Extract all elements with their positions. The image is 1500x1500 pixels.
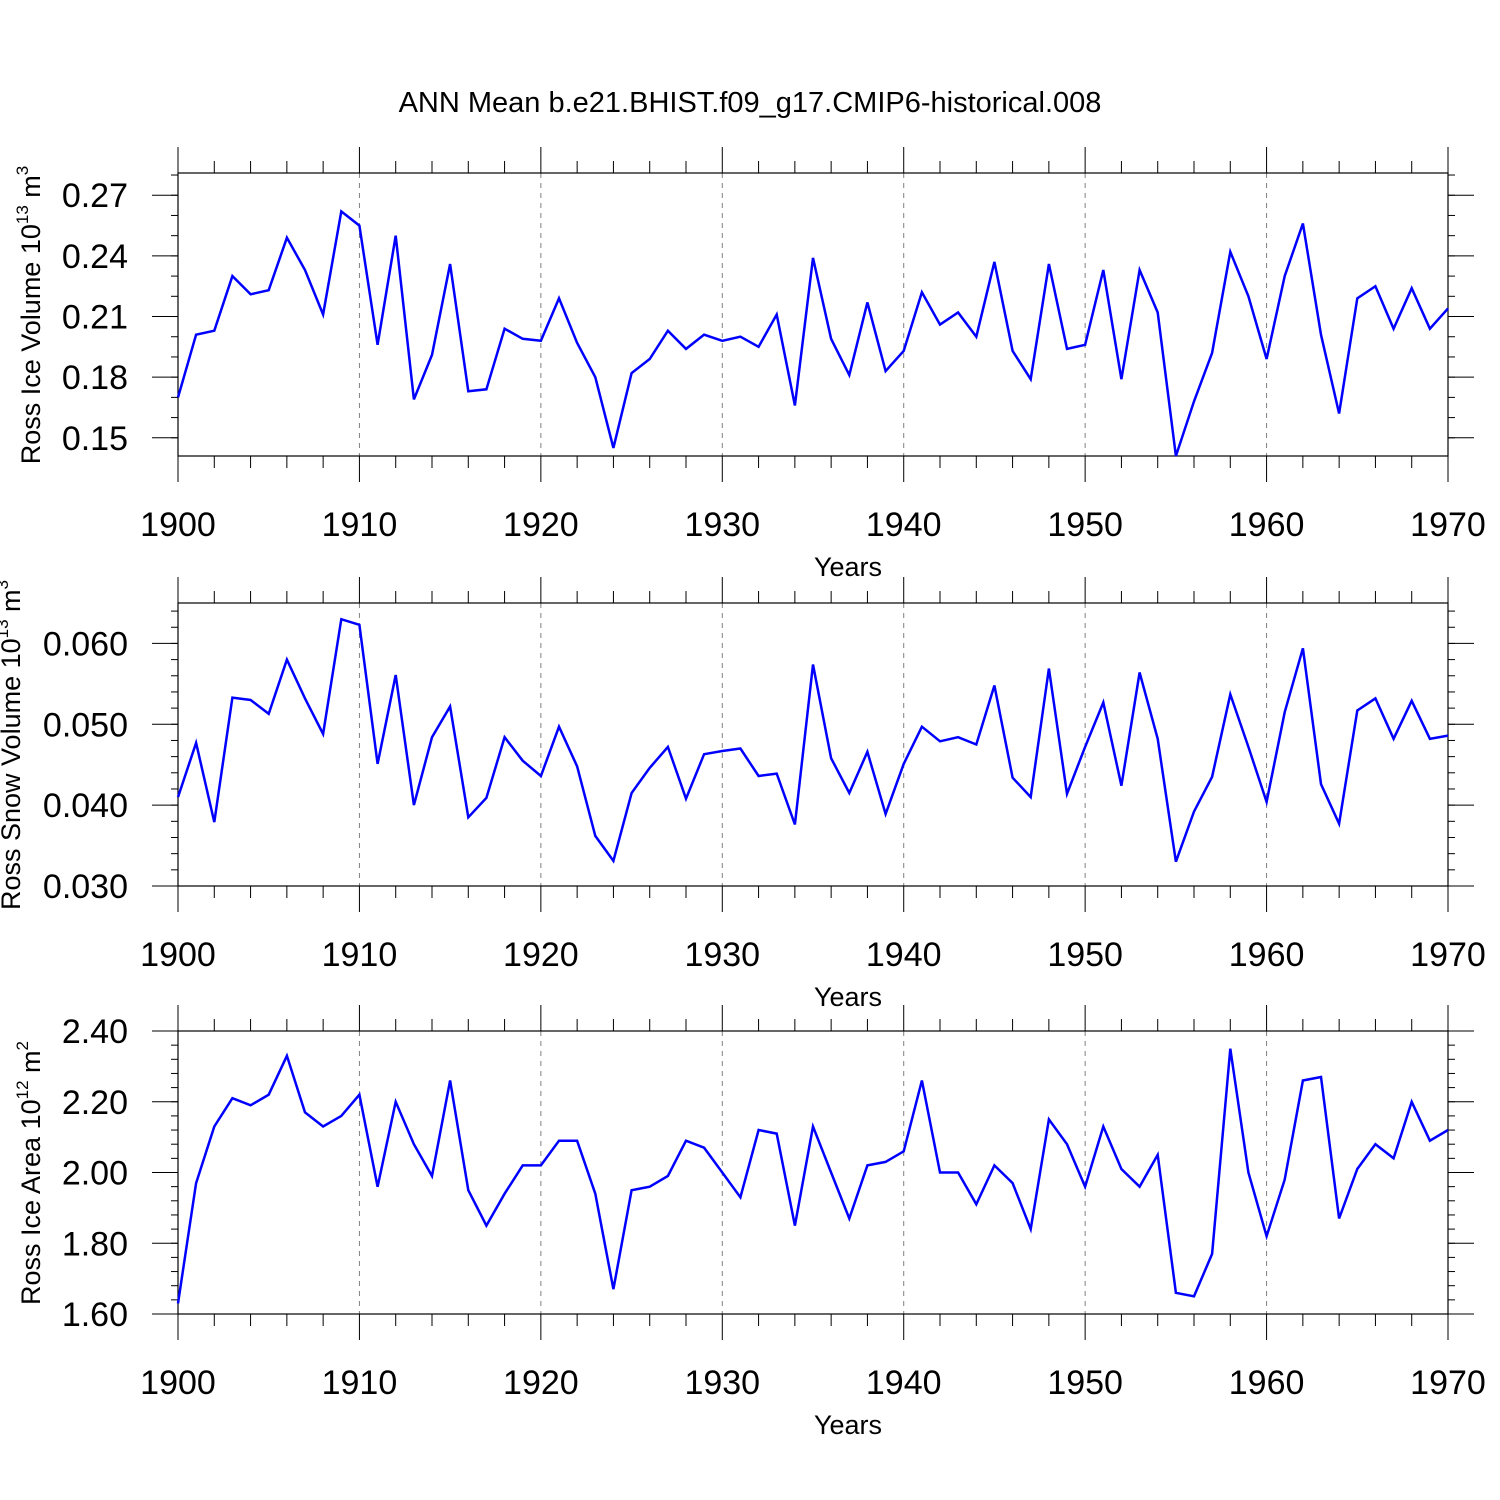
x-tick-label: 1940 bbox=[866, 1364, 942, 1402]
plot-frame bbox=[177, 602, 1449, 887]
y-tick-label: 0.060 bbox=[43, 625, 128, 663]
x-tick-label: 1910 bbox=[322, 1364, 398, 1402]
x-tick-label: 1900 bbox=[140, 1364, 216, 1402]
x-axis-label: Years bbox=[814, 1410, 882, 1440]
x-tick-label: 1960 bbox=[1229, 1364, 1305, 1402]
y-tick-label: 1.60 bbox=[62, 1296, 128, 1334]
x-tick-label: 1930 bbox=[684, 1364, 760, 1402]
y-tick-label: 0.24 bbox=[62, 238, 128, 276]
x-tick-label: 1920 bbox=[503, 1364, 579, 1402]
x-tick-label: 1940 bbox=[866, 506, 942, 544]
x-tick-label: 1910 bbox=[322, 506, 398, 544]
plot-frame bbox=[177, 1030, 1449, 1315]
figure-title: ANN Mean b.e21.BHIST.f09_g17.CMIP6-histo… bbox=[399, 87, 1102, 119]
x-tick-label: 1910 bbox=[322, 936, 398, 974]
y-axis-label-part: m bbox=[16, 1050, 46, 1080]
y-tick-label: 0.27 bbox=[62, 177, 128, 215]
y-axis-label-part: Ross Snow Volume 10 bbox=[0, 638, 26, 910]
x-tick-label: 1960 bbox=[1229, 936, 1305, 974]
y-tick-label: 0.21 bbox=[62, 299, 128, 337]
x-tick-label: 1920 bbox=[503, 506, 579, 544]
x-tick-label: 1900 bbox=[140, 936, 216, 974]
y-axis-label-part: m bbox=[0, 589, 26, 619]
x-tick-label: 1940 bbox=[866, 936, 942, 974]
y-tick-label: 2.40 bbox=[62, 1013, 128, 1051]
y-axis-label-part: Ross Ice Area 10 bbox=[16, 1099, 46, 1305]
y-axis-label-part: 3 bbox=[0, 580, 12, 589]
y-tick-label: 0.030 bbox=[43, 868, 128, 906]
y-axis-label-part: m bbox=[16, 175, 46, 205]
y-tick-label: 2.20 bbox=[62, 1084, 128, 1122]
x-tick-label: 1970 bbox=[1410, 936, 1486, 974]
y-axis-label-part: 13 bbox=[0, 619, 12, 638]
y-axis-label: Ross Ice Volume 1013 m3 bbox=[13, 166, 46, 465]
y-axis-label-part: 3 bbox=[13, 166, 32, 175]
series-line bbox=[176, 209, 1449, 457]
x-axis-label: Years bbox=[814, 982, 882, 1012]
x-tick-label: 1970 bbox=[1410, 1364, 1486, 1402]
x-tick-label: 1900 bbox=[140, 506, 216, 544]
x-tick-label: 1950 bbox=[1047, 936, 1123, 974]
x-tick-label: 1960 bbox=[1229, 506, 1305, 544]
y-axis-label-part: Ross Ice Volume 10 bbox=[16, 224, 46, 464]
x-tick-label: 1920 bbox=[503, 936, 579, 974]
y-tick-label: 0.15 bbox=[62, 420, 128, 458]
x-tick-label: 1930 bbox=[684, 506, 760, 544]
x-tick-label: 1970 bbox=[1410, 506, 1486, 544]
x-axis-label: Years bbox=[814, 552, 882, 582]
panel-3: 1900 1910 1920 1930 1940 1950 1960 1970 Years 1.6… bbox=[13, 1005, 1486, 1440]
series-line bbox=[176, 1048, 1449, 1304]
plot-frame bbox=[177, 172, 1449, 457]
y-axis-label-part: 13 bbox=[13, 205, 32, 224]
panel-2: 1900 1910 1920 1930 1940 1950 1960 1970 Years 0.0… bbox=[0, 577, 1486, 1012]
y-tick-label: 0.18 bbox=[62, 359, 128, 397]
panel-1: 1900 1910 1920 1930 1940 1950 1960 1970 Years 0.1… bbox=[13, 147, 1486, 582]
x-tick-label: 1950 bbox=[1047, 1364, 1123, 1402]
y-tick-label: 1.80 bbox=[62, 1225, 128, 1263]
series-line bbox=[176, 617, 1449, 864]
y-tick-label: 2.00 bbox=[62, 1155, 128, 1193]
y-axis-label-part: 12 bbox=[13, 1080, 32, 1099]
x-tick-label: 1950 bbox=[1047, 506, 1123, 544]
y-axis-label: Ross Ice Area 1012 m2 bbox=[13, 1041, 46, 1305]
y-axis-label: Ross Snow Volume 1013 m3 bbox=[0, 580, 26, 910]
x-tick-label: 1930 bbox=[684, 936, 760, 974]
y-tick-label: 0.040 bbox=[43, 787, 128, 825]
y-tick-label: 0.050 bbox=[43, 706, 128, 744]
y-axis-label-part: 2 bbox=[13, 1041, 32, 1050]
